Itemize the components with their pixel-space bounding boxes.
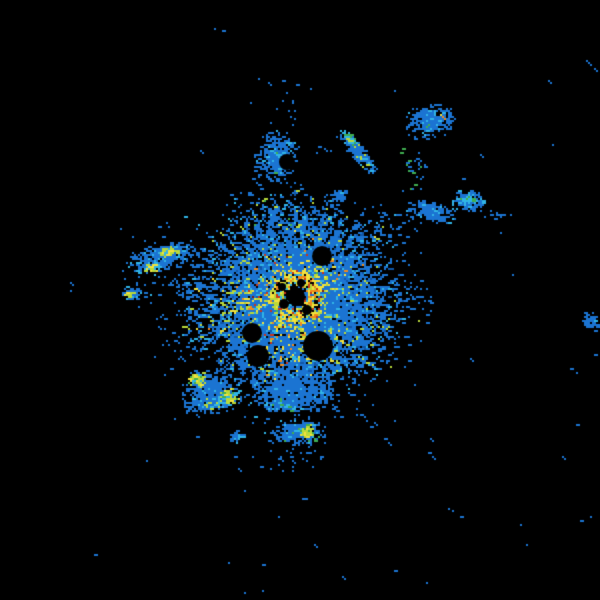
radar-display bbox=[0, 0, 600, 600]
radar-reflectivity-canvas bbox=[0, 0, 600, 600]
